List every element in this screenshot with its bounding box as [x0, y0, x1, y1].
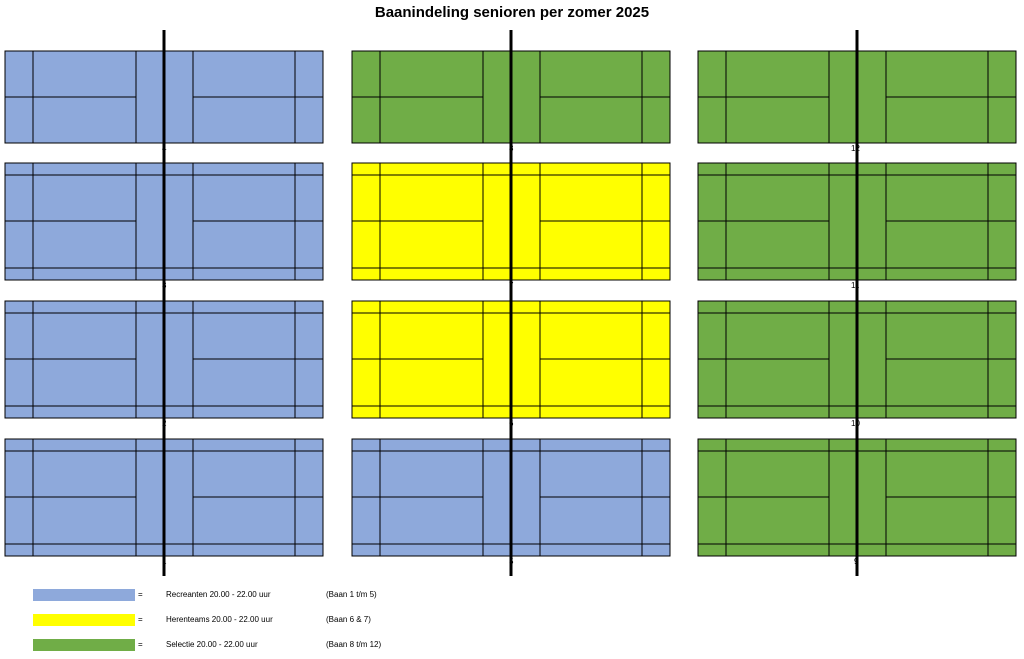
legend-equals: =	[138, 615, 143, 624]
court-layout: 481237112610159	[4, 30, 1017, 576]
legend-swatch-selectie	[33, 639, 135, 651]
legend-label-herenteams: Herenteams 20.00 - 22.00 uur	[166, 615, 273, 624]
legend-equals: =	[138, 590, 143, 599]
legend-equals: =	[138, 640, 143, 649]
legend-label-selectie: Selectie 20.00 - 22.00 uur	[166, 640, 258, 649]
legend-swatch-herenteams	[33, 614, 135, 626]
legend-swatch-recreanten	[33, 589, 135, 601]
legend-range-selectie: (Baan 8 t/m 12)	[326, 640, 382, 649]
legend-label-recreanten: Recreanten 20.00 - 22.00 uur	[166, 590, 271, 599]
court-number: 11	[851, 281, 860, 290]
legend-range-recreanten: (Baan 1 t/m 5)	[326, 590, 377, 599]
page-title: Baanindeling senioren per zomer 2025	[374, 4, 650, 21]
legend-range-herenteams: (Baan 6 & 7)	[326, 615, 371, 624]
